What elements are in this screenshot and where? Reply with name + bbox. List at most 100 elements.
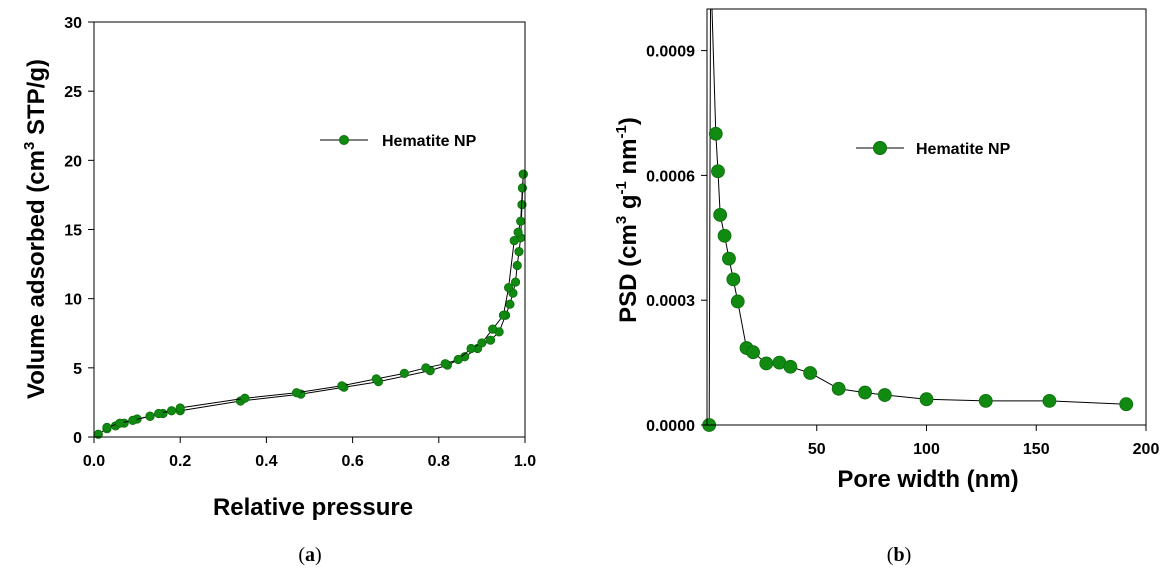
panel-b-data-point (978, 393, 993, 408)
panel-b-x-tick-label: 50 (808, 441, 826, 458)
panel-a-data-point (505, 299, 515, 309)
panel-a-data-point (166, 406, 177, 416)
panel-a-y-tick-label: 25 (64, 84, 82, 101)
panel-a-legend-marker (339, 135, 349, 145)
panel-b-data-point (831, 381, 846, 396)
panel-b-data-point (722, 251, 736, 266)
panel-b-data-point (717, 228, 732, 243)
panel-a-series-line (106, 174, 524, 428)
panel-b-x-axis-title: Pore width (nm) (837, 466, 1018, 493)
panel-b-data-point (746, 345, 760, 360)
panel-a-y-axis-title-superscript: 3 (21, 142, 38, 150)
panel-b-data-point (730, 294, 745, 309)
panel-b-data-point (1042, 393, 1057, 408)
panel-b-legend-label: Hematite NP (916, 141, 1011, 158)
panel-b-data-point (759, 356, 774, 371)
panel-b-y-axis-title-part: g (615, 194, 642, 215)
panel-b-legend: Hematite NP (856, 141, 1011, 158)
panel-a-data-point (371, 374, 381, 384)
caption-b-letter: b (893, 544, 904, 566)
panel-b-x-tick-label: 200 (1133, 441, 1160, 458)
panel-b-data-point (708, 126, 723, 141)
panel-a-legend-label: Hematite NP (382, 133, 477, 150)
panel-b-y-tick-label: 0.0009 (646, 44, 695, 61)
panel-b-data-point (877, 388, 892, 402)
caption-b: (b) (887, 544, 911, 566)
panel-a-data-point (485, 335, 496, 345)
panel-a-x-tick-label: 1.0 (514, 453, 536, 470)
panel-a-y-tick-label: 30 (64, 15, 82, 32)
panel-a-data-point (145, 411, 155, 421)
panel-a-data-point (421, 363, 431, 373)
panel-a-x-tick-label: 0.0 (83, 453, 105, 470)
panel-a-data-point (518, 169, 528, 179)
panel-a-y-axis-title-part: STP/g) (23, 59, 50, 142)
panel-b-y-axis-title-part: ) (615, 117, 642, 125)
panel-a-data-point (102, 422, 112, 432)
panel-a-x-tick-label: 0.6 (341, 453, 363, 470)
panel-a-data-point (115, 418, 125, 428)
panel-b-data-point (726, 272, 741, 287)
panel-a-chart: 0.0 0.2 0.4 0.6 0.8 1.0 0 5 10 15 20 25 30 Relative … (21, 15, 536, 521)
panel-a-data-point (514, 247, 524, 257)
panel-b-marks (702, 8, 1134, 432)
panel-b-x-tick-label: 100 (913, 441, 940, 458)
panel-a-data-point (512, 260, 522, 271)
panel-b-y-axis-title-superscript: 3 (613, 216, 630, 224)
panel-b-y-tick-label: 0.0003 (646, 293, 695, 310)
panel-b-y-axis-title-part: PSD (cm (615, 224, 642, 323)
panel-a-data-point (504, 282, 514, 293)
panel-b-data-point (711, 164, 725, 179)
panel-a-plot-frame (93, 21, 526, 438)
panel-a-data-point (399, 368, 409, 378)
panel-b-data-point (858, 385, 872, 400)
panel-b-y-axis-title-superscript: -1 (613, 181, 630, 194)
panel-b-chart: 50 100 150 200 0.0000 0.0003 0.0006 0.0009 Pore… (613, 8, 1160, 493)
panel-a-x-tick-label: 0.4 (255, 453, 277, 470)
panel-a-data-point (128, 415, 138, 425)
panel-a-y-axis-title-part: Volume adsorbed (cm (23, 150, 50, 399)
panel-b-y-axis-title-superscript: -1 (613, 125, 630, 138)
panel-b-data-point (803, 366, 818, 380)
panel-a-marks (93, 169, 528, 439)
panel-b-y-tick-label: 0.0006 (646, 168, 695, 185)
caption-a: (a) (298, 544, 321, 566)
panel-b-axes: 50 100 150 200 0.0000 0.0003 0.0006 0.0009 (646, 8, 1160, 458)
panel-a-data-point (488, 324, 498, 334)
panel-b-data-point (919, 392, 934, 407)
panel-a-data-point (513, 227, 523, 237)
panel-a-legend: Hematite NP (320, 133, 477, 150)
panel-a-data-point (498, 310, 509, 320)
panel-a-y-axis-title: Volume adsorbed (cm3 STP/g) (21, 59, 50, 399)
panel-b-data-point (713, 208, 728, 222)
panel-a-data-point (440, 359, 450, 369)
panel-a-y-tick-label: 15 (64, 223, 82, 240)
panel-a-y-tick-label: 20 (64, 153, 82, 170)
panel-a-data-point (509, 235, 519, 246)
panel-a-data-point (453, 354, 463, 365)
panel-a-data-point (466, 343, 476, 354)
panel-a-x-tick-label: 0.8 (428, 453, 450, 470)
panel-a-y-tick-label: 0 (73, 430, 82, 447)
panel-b-data-point (1119, 397, 1134, 412)
panel-a-data-point (477, 338, 487, 348)
panel-a-data-point (291, 388, 302, 398)
panel-b-y-axis-title: PSD (cm3 g-1 nm-1) (613, 117, 642, 323)
caption-a-letter: a (305, 544, 315, 566)
panel-b-legend-marker (873, 141, 887, 155)
panel-a-x-tick-label: 0.2 (169, 453, 191, 470)
panel-b-y-axis-title-part: nm (615, 138, 642, 181)
panel-a-y-tick-label: 5 (73, 361, 82, 378)
panel-a-data-point (510, 277, 521, 287)
panel-a-x-axis-title: Relative pressure (213, 494, 413, 521)
panel-a-axes: 0.0 0.2 0.4 0.6 0.8 1.0 0 5 10 15 20 25 30 (64, 15, 536, 470)
panel-a-y-tick-label: 10 (64, 292, 82, 309)
panel-a-data-point (175, 403, 185, 413)
panel-a-data-point (516, 216, 526, 226)
panel-b-data-point (783, 359, 798, 374)
panel-b-y-tick-label: 0.0000 (646, 418, 695, 435)
panel-b-x-tick-label: 150 (1023, 441, 1050, 458)
panel-a-series-line (98, 174, 524, 435)
panel-a-data-point (154, 408, 164, 419)
